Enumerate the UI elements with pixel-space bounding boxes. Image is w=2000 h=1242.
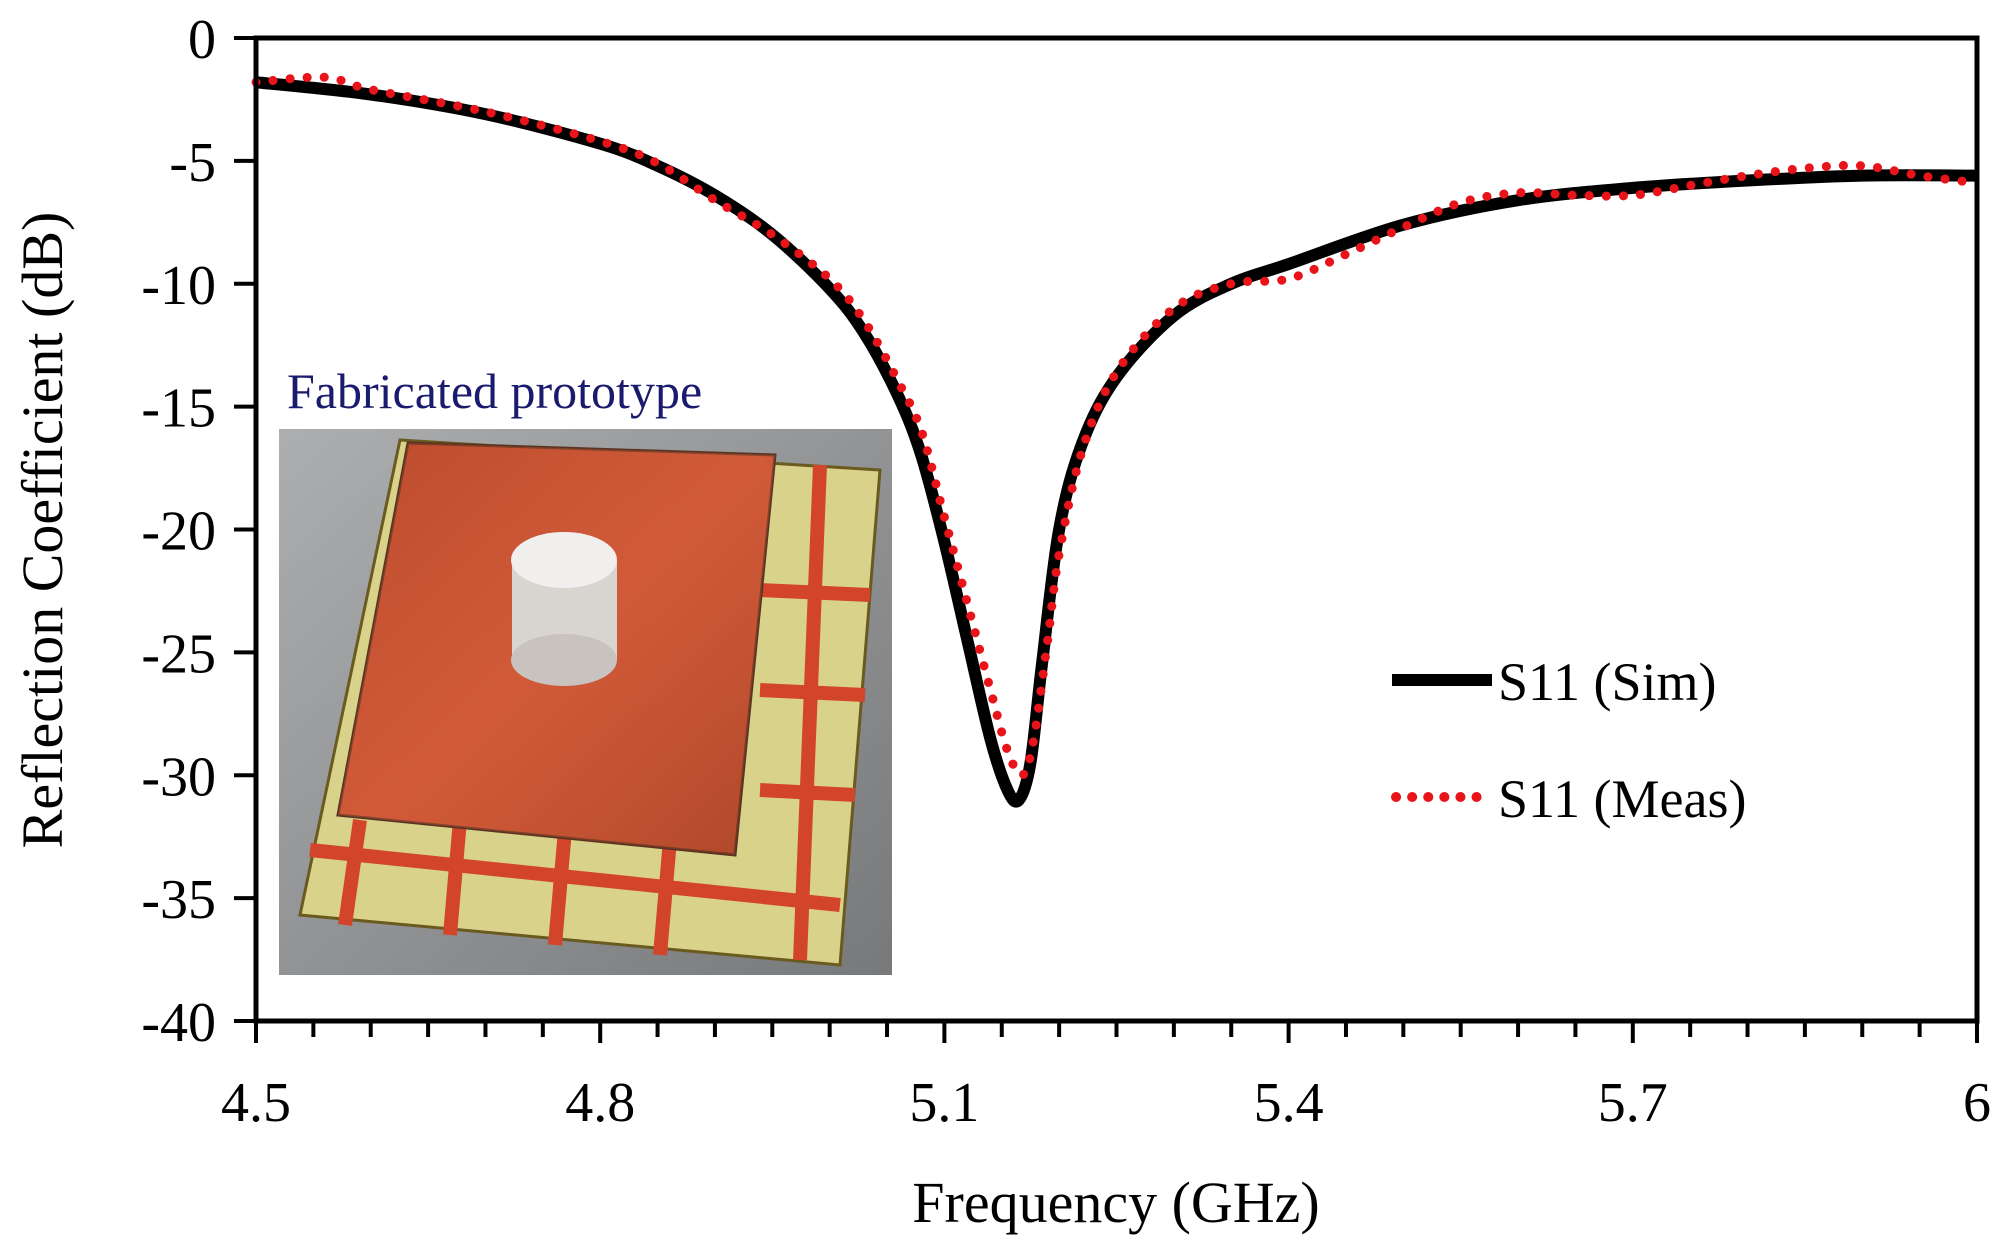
legend-meas-label: S11 (Meas) bbox=[1498, 769, 1746, 829]
legend: S11 (Sim) S11 (Meas) bbox=[1391, 652, 1746, 829]
axis-ticks bbox=[234, 36, 1979, 1043]
x-tick-label: 5.4 bbox=[1254, 1072, 1324, 1134]
x-axis-title: Frequency (GHz) bbox=[912, 1170, 1319, 1235]
y-tick-label: -35 bbox=[141, 869, 216, 931]
x-tick-label: 5.1 bbox=[909, 1072, 979, 1134]
x-tick-label: 4.5 bbox=[221, 1072, 291, 1134]
y-tick-label: 0 bbox=[188, 9, 216, 71]
y-tick-label: -20 bbox=[141, 501, 216, 563]
x-tick-label: 5.7 bbox=[1598, 1072, 1668, 1134]
y-tick-label: -40 bbox=[141, 992, 216, 1054]
y-axis-title: Reflection Coefficient (dB) bbox=[10, 212, 75, 849]
tick-labels: 4.5 4.8 5.1 5.4 5.7 6 0 -5 -10 -15 -20 -25 -30 -35 -40 bbox=[141, 9, 1991, 1134]
x-tick-label: 4.8 bbox=[565, 1072, 635, 1134]
inset-photo: Fabricated prototype bbox=[279, 363, 892, 975]
y-tick-label: -5 bbox=[169, 132, 216, 194]
plot-frame bbox=[253, 35, 1980, 1024]
series-line-meas bbox=[251, 72, 1982, 780]
legend-sim-label: S11 (Sim) bbox=[1498, 652, 1717, 712]
metasurface-cells bbox=[309, 464, 871, 961]
y-tick-label: -10 bbox=[141, 255, 216, 317]
y-tick-label: -15 bbox=[141, 378, 216, 440]
inset-title: Fabricated prototype bbox=[287, 363, 702, 419]
series-group bbox=[251, 72, 1982, 808]
y-tick-label: -30 bbox=[141, 746, 216, 808]
x-tick-label: 6 bbox=[1963, 1072, 1991, 1134]
y-tick-label: -25 bbox=[141, 623, 216, 685]
